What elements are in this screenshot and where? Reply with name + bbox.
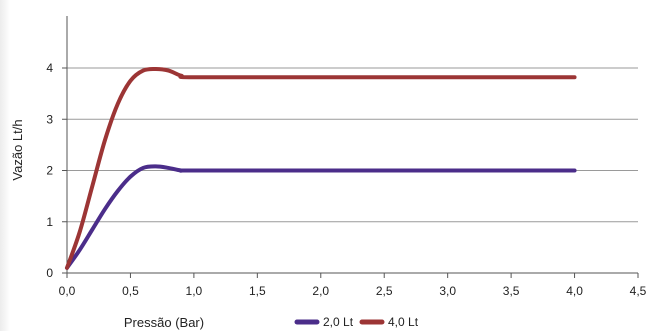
grid-layer xyxy=(67,67,638,223)
x-tick-label: 2,0 xyxy=(312,284,329,298)
legend: 2,0 Lt 4,0 Lt xyxy=(294,315,419,329)
series-line-2 xyxy=(65,66,577,270)
series-layer xyxy=(65,66,577,270)
axis-layer: 0 1 2 3 4 0,0 0,5 1,0 1,5 2,0 2,5 3,0 3,5 4,0 4,5 xyxy=(46,16,647,298)
y-axis-label: Vazão Lt/h xyxy=(10,119,25,180)
y-tick-label: 1 xyxy=(46,215,53,229)
x-tick-label: 3,5 xyxy=(503,284,520,298)
y-tick-label: 4 xyxy=(46,61,53,75)
y-tick-label: 3 xyxy=(46,112,53,126)
legend-label: 4,0 Lt xyxy=(388,315,419,329)
series-line-1 xyxy=(65,164,577,270)
x-tick-label: 0,0 xyxy=(59,284,76,298)
x-tick-label: 4,5 xyxy=(630,284,647,298)
x-tick-label: 1,5 xyxy=(249,284,266,298)
legend-label: 2,0 Lt xyxy=(323,315,354,329)
y-tick-label: 0 xyxy=(46,266,53,280)
x-axis-label: Pressão (Bar) xyxy=(124,315,204,330)
y-tick-label: 2 xyxy=(46,164,53,178)
x-tick-label: 4,0 xyxy=(566,284,583,298)
label-layer: Vazão Lt/h Pressão (Bar) xyxy=(10,119,204,330)
x-tick-label: 0,5 xyxy=(122,284,139,298)
x-tick-label: 1,0 xyxy=(186,284,203,298)
x-tick-label: 2,5 xyxy=(376,284,393,298)
x-tick-label: 3,0 xyxy=(439,284,456,298)
